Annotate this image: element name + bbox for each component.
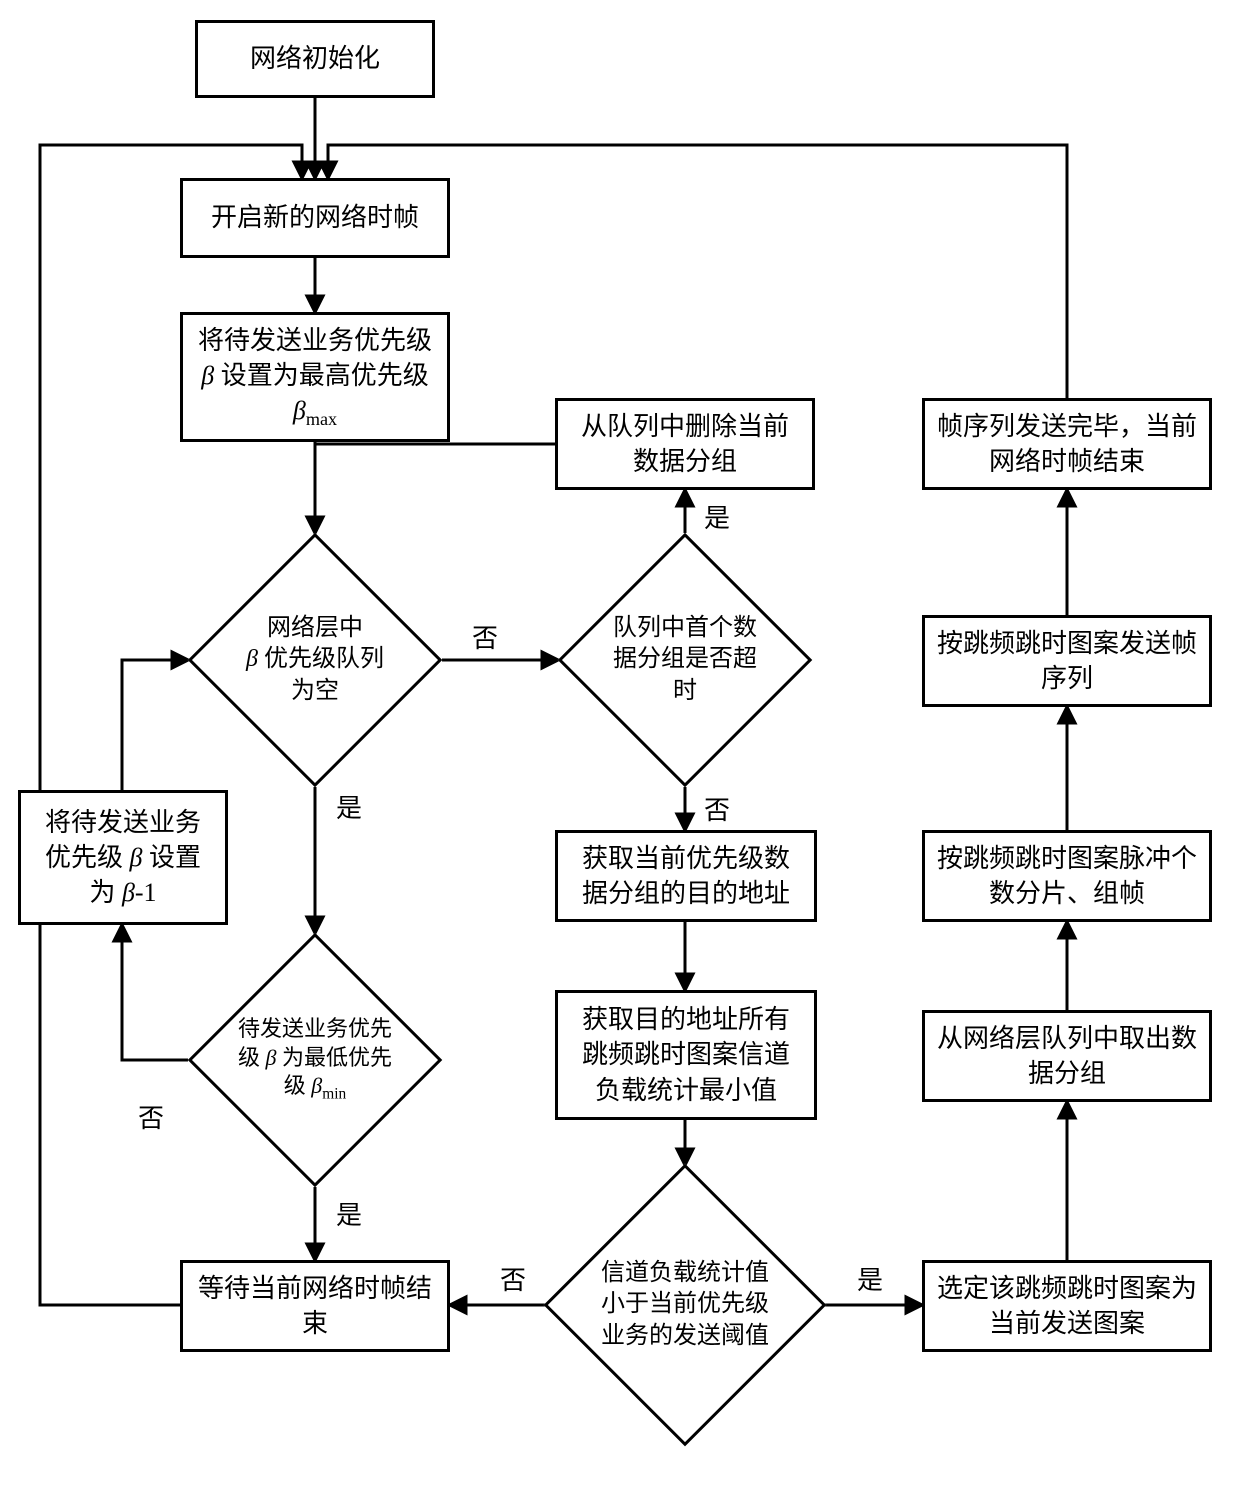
node-wait-end-text: 等待当前网络时帧结束 bbox=[195, 1271, 435, 1341]
node-min-load: 获取目的地址所有跳频跳时图案信道负载统计最小值 bbox=[555, 990, 817, 1120]
node-new-frame-text: 开启新的网络时帧 bbox=[211, 200, 419, 235]
node-select-pattern-text: 选定该跳频跳时图案为当前发送图案 bbox=[937, 1271, 1197, 1341]
label-d4-no: 否 bbox=[498, 1260, 528, 1297]
node-fragment: 按跳频跳时图案脉冲个数分片、组帧 bbox=[922, 830, 1212, 922]
label-d2-yes: 是 bbox=[702, 498, 732, 535]
node-wait-end: 等待当前网络时帧结束 bbox=[180, 1260, 450, 1352]
node-dec-beta: 将待发送业务优先级 β 设置为 β-1 bbox=[18, 790, 228, 925]
node-init: 网络初始化 bbox=[195, 20, 435, 98]
decision-beta-min-text: 待发送业务优先级 β 为最低优先级 βmin bbox=[235, 1015, 395, 1105]
node-frame-end-text: 帧序列发送完毕，当前网络时帧结束 bbox=[937, 409, 1197, 479]
node-get-dest: 获取当前优先级数据分组的目的地址 bbox=[555, 830, 817, 922]
node-set-beta-max: 将待发送业务优先级 β 设置为最高优先级 βmax bbox=[180, 312, 450, 442]
decision-threshold-text: 信道负载统计值小于当前优先级业务的发送阈值 bbox=[595, 1258, 775, 1352]
node-select-pattern: 选定该跳频跳时图案为当前发送图案 bbox=[922, 1260, 1212, 1352]
node-init-text: 网络初始化 bbox=[250, 41, 380, 76]
decision-queue-empty-text: 网络层中β 优先级队列为空 bbox=[235, 613, 395, 707]
label-d1-no: 否 bbox=[470, 618, 500, 655]
node-fragment-text: 按跳频跳时图案脉冲个数分片、组帧 bbox=[937, 841, 1197, 911]
decision-timeout: 队列中首个数据分组是否超时 bbox=[595, 570, 775, 750]
flowchart-canvas: 网络初始化 开启新的网络时帧 将待发送业务优先级 β 设置为最高优先级 βmax… bbox=[0, 0, 1240, 1492]
label-d1-yes: 是 bbox=[334, 788, 364, 825]
node-new-frame: 开启新的网络时帧 bbox=[180, 178, 450, 258]
node-delete-packet-text: 从队列中删除当前数据分组 bbox=[570, 409, 800, 479]
node-send-sequence-text: 按跳频跳时图案发送帧序列 bbox=[937, 626, 1197, 696]
node-frame-end: 帧序列发送完毕，当前网络时帧结束 bbox=[922, 398, 1212, 490]
node-dec-beta-text: 将待发送业务优先级 β 设置为 β-1 bbox=[33, 805, 213, 910]
node-dequeue-text: 从网络层队列中取出数据分组 bbox=[937, 1021, 1197, 1091]
decision-queue-empty: 网络层中β 优先级队列为空 bbox=[225, 570, 405, 750]
label-d4-yes: 是 bbox=[855, 1260, 885, 1297]
node-delete-packet: 从队列中删除当前数据分组 bbox=[555, 398, 815, 490]
decision-threshold: 信道负载统计值小于当前优先级业务的发送阈值 bbox=[585, 1205, 785, 1405]
label-d2-no: 否 bbox=[702, 790, 732, 827]
node-get-dest-text: 获取当前优先级数据分组的目的地址 bbox=[570, 841, 802, 911]
node-dequeue: 从网络层队列中取出数据分组 bbox=[922, 1010, 1212, 1102]
node-min-load-text: 获取目的地址所有跳频跳时图案信道负载统计最小值 bbox=[570, 1002, 802, 1107]
decision-beta-min: 待发送业务优先级 β 为最低优先级 βmin bbox=[225, 970, 405, 1150]
decision-timeout-text: 队列中首个数据分组是否超时 bbox=[605, 613, 765, 707]
label-d3-yes: 是 bbox=[334, 1195, 364, 1232]
label-d3-no: 否 bbox=[136, 1098, 166, 1135]
node-send-sequence: 按跳频跳时图案发送帧序列 bbox=[922, 615, 1212, 707]
node-set-beta-max-text: 将待发送业务优先级 β 设置为最高优先级 βmax bbox=[195, 323, 435, 432]
